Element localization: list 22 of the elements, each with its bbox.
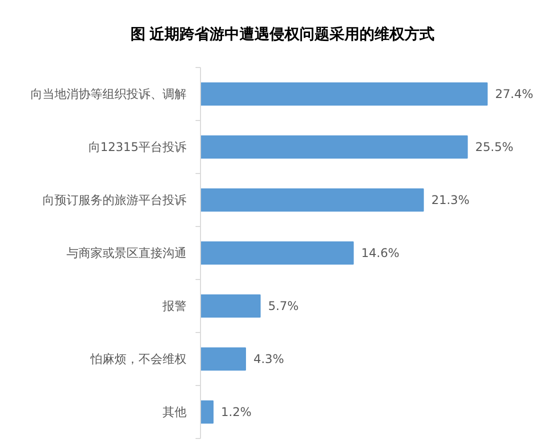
- y-tick-label: 向预订服务的旅游平台投诉: [42, 193, 186, 207]
- data-label: 27.4%: [495, 87, 534, 101]
- bar: [200, 347, 246, 371]
- data-label: 4.3%: [253, 352, 284, 366]
- y-tick-label: 怕麻烦，不会维权: [90, 352, 186, 366]
- chart-title: 图 近期跨省游中遭遇侵权问题采用的维权方式: [130, 25, 434, 43]
- y-tick-label: 向当地消协等组织投诉、调解: [30, 87, 186, 101]
- y-tick-label: 其他: [162, 405, 186, 419]
- data-label: 5.7%: [268, 299, 299, 313]
- bar: [200, 188, 424, 212]
- bar: [200, 241, 354, 265]
- y-tick-label: 报警: [162, 299, 186, 313]
- bar: [200, 82, 488, 106]
- data-label: 1.2%: [221, 405, 252, 419]
- data-label: 25.5%: [475, 140, 514, 154]
- y-tick-label: 向12315平台投诉: [88, 140, 187, 154]
- bar: [200, 135, 468, 159]
- bar: [200, 400, 214, 424]
- data-label: 14.6%: [361, 246, 400, 260]
- y-tick-label: 与商家或景区直接沟通: [66, 246, 186, 260]
- bar: [200, 294, 261, 318]
- data-label: 21.3%: [431, 193, 470, 207]
